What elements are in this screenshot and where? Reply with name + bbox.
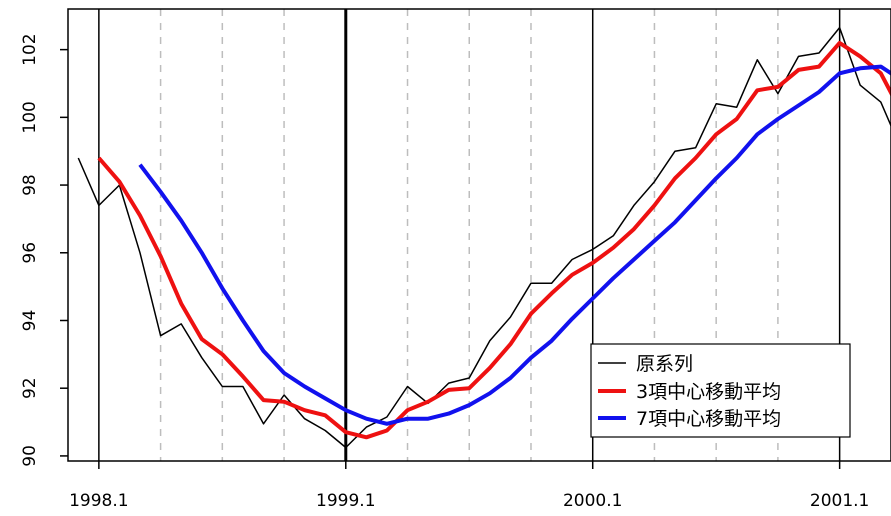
y-tick-label-1: 92	[20, 377, 40, 399]
series-lines	[77, 26, 891, 449]
x-tick-label-3: 2001.1	[810, 491, 869, 511]
x-tick-label-0: 1998.1	[69, 491, 128, 511]
legend-label-original: 原系列	[636, 353, 693, 375]
y-tick-label-0: 90	[20, 445, 40, 467]
y-tick-label-4: 98	[20, 174, 40, 196]
x-tick-label-1: 1999.1	[316, 491, 375, 511]
legend-box	[590, 343, 851, 438]
axes: 90 92 94 96 98 100 102 1998.1 1999.1 2000.1 2001.1	[20, 33, 869, 511]
x-tick-label-2: 2000.1	[563, 491, 622, 511]
y-tick-label-3: 96	[20, 242, 40, 264]
legend-label-ma7: 7項中心移動平均	[636, 408, 781, 430]
plot-frame	[67, 8, 891, 462]
y-tick-label-2: 94	[20, 310, 40, 332]
legend: 原系列 3項中心移動平均 7項中心移動平均	[590, 343, 851, 438]
series-line-original	[77, 26, 891, 449]
series-line-ma7	[138, 64, 891, 426]
y-tick-label-5: 100	[20, 101, 40, 133]
y-tick-label-6: 102	[20, 33, 40, 65]
series-line-ma3	[97, 40, 891, 440]
legend-label-ma3: 3項中心移動平均	[636, 381, 781, 403]
